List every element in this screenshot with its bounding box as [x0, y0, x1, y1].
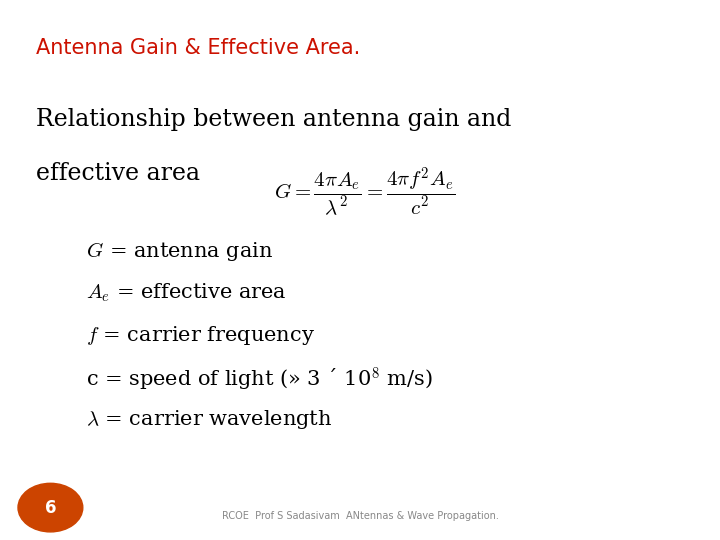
Text: 6: 6 [45, 498, 56, 517]
Text: Antenna Gain & Effective Area.: Antenna Gain & Effective Area. [36, 38, 360, 58]
Circle shape [18, 483, 83, 532]
Text: effective area: effective area [36, 162, 200, 185]
Text: $A_e$ = effective area: $A_e$ = effective area [86, 282, 287, 305]
Text: $G$ = antenna gain: $G$ = antenna gain [86, 240, 274, 264]
Text: RCOE  Prof S Sadasivam  ANtennas & Wave Propagation.: RCOE Prof S Sadasivam ANtennas & Wave Pr… [222, 511, 498, 521]
Text: Relationship between antenna gain and: Relationship between antenna gain and [36, 108, 511, 131]
Text: $f$ = carrier frequency: $f$ = carrier frequency [86, 324, 315, 347]
Text: $G = \dfrac{4\pi A_e}{\lambda^2} = \dfrac{4\pi f^2 A_e}{c^2}$: $G = \dfrac{4\pi A_e}{\lambda^2} = \dfra… [274, 165, 455, 218]
Text: $\lambda$ = carrier wavelength: $\lambda$ = carrier wavelength [86, 408, 333, 431]
Text: c = speed of light (» 3 ´ 10$^8$ m/s): c = speed of light (» 3 ´ 10$^8$ m/s) [86, 366, 433, 394]
